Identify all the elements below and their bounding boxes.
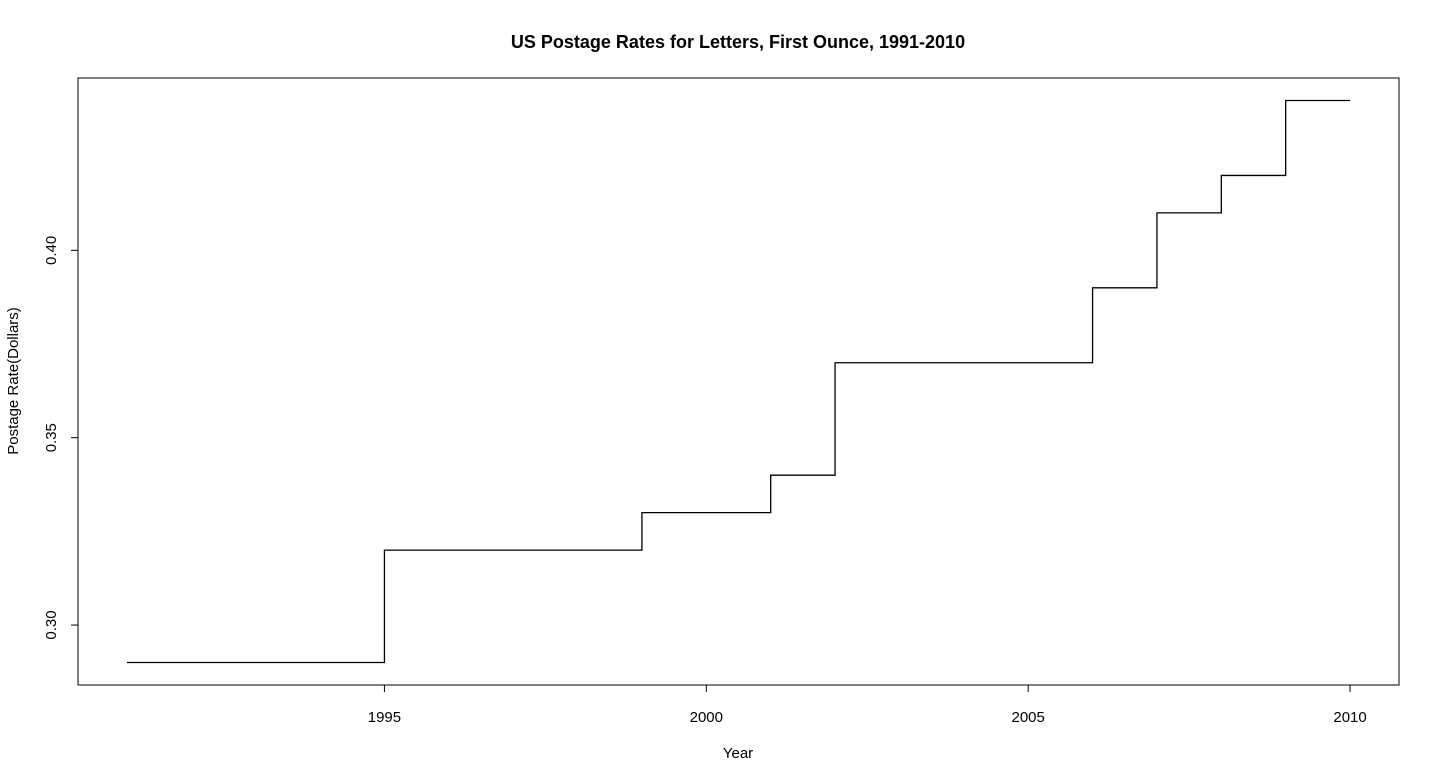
y-axis-label: Postage Rate(Dollars): [5, 307, 22, 455]
series-group: [126, 99, 1351, 664]
y-tick-label: 0.30: [43, 610, 60, 639]
series-line: [126, 99, 1351, 664]
y-tick-label: 0.40: [43, 236, 60, 265]
x-tick-label: 2000: [690, 709, 723, 726]
y-tick-label: 0.35: [43, 423, 60, 452]
y-axis: 0.30 0.35 0.40: [43, 236, 79, 640]
chart-title: US Postage Rates for Letters, First Ounc…: [511, 32, 965, 52]
x-tick-label: 1995: [368, 709, 401, 726]
x-tick-label: 2010: [1333, 709, 1366, 726]
x-tick-label: 2005: [1012, 709, 1045, 726]
plot-frame: [77, 77, 1400, 686]
x-axis: 1995 2000 2005 2010: [368, 684, 1367, 726]
x-axis-label: Year: [723, 745, 753, 762]
